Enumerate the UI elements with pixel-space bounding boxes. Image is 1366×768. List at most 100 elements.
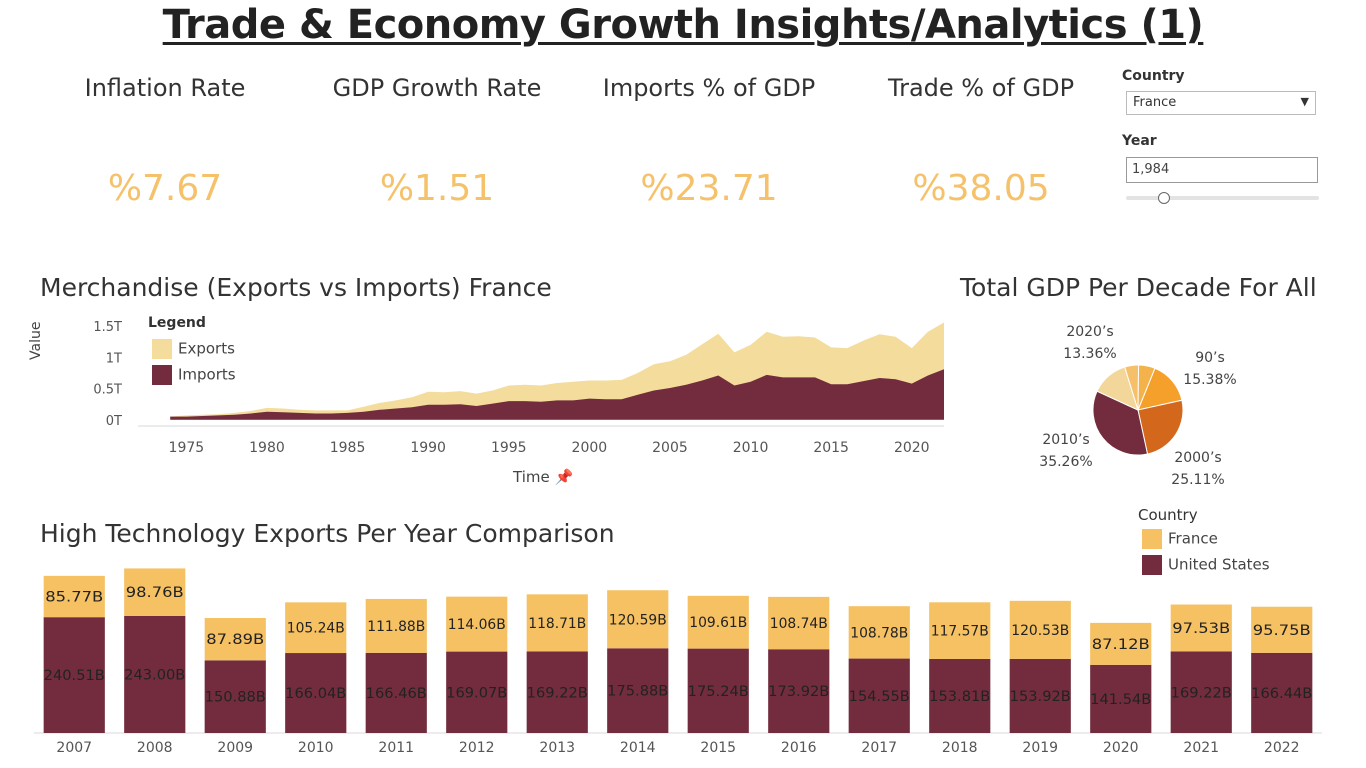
pie-chart-title: Total GDP Per Decade For All [960,273,1317,302]
chevron-down-icon[interactable]: ▼ [1300,95,1309,108]
year-input[interactable]: 1,984 [1126,157,1318,183]
kpi-label-inflation: Inflation Rate [84,74,246,102]
bar-label-france: 108.78B [850,625,908,641]
bar-france [848,606,910,659]
pie-slice-percent: 35.26% [1039,454,1092,470]
bar-x-tick: 2015 [700,740,736,756]
merch-x-tick: 2020 [894,440,930,456]
bar-x-tick: 2018 [942,740,978,756]
bar-label-france: 117.57B [931,624,989,640]
legend-item-united-states[interactable]: United States [1142,555,1270,575]
merch-x-tick: 2015 [813,440,849,456]
merch-legend-title: Legend [148,315,206,331]
country-filter-label: Country [1122,68,1185,84]
legend-item-france[interactable]: France [1142,529,1218,549]
bar-united-states [768,649,830,733]
bar-united-states [1170,651,1232,733]
bar-united-states [446,651,508,733]
united-states-swatch [1142,555,1162,575]
bar-x-tick: 2011 [378,740,414,756]
pie-slice-label: 2000’s [1174,450,1221,466]
exports-swatch [152,339,172,359]
merch-x-tick: 2005 [652,440,688,456]
bar-x-tick: 2021 [1183,740,1219,756]
bar-label-france: 95.75B [1253,623,1311,639]
bar-label-united-states: 166.46B [366,686,427,702]
bar-france [1009,600,1071,659]
bar-x-tick: 2013 [539,740,575,756]
bar-france [365,598,427,653]
bar-united-states [526,651,588,733]
bar-label-united-states: 175.88B [607,684,668,700]
bar-x-tick: 2019 [1022,740,1058,756]
kpi-label-gdp-growth: GDP Growth Rate [332,74,542,102]
bar-label-united-states: 169.22B [1171,685,1232,701]
bar-label-france: 111.88B [367,619,425,635]
bar-label-france: 108.74B [770,616,828,632]
bar-label-united-states: 169.07B [446,685,507,701]
bar-united-states [1251,652,1313,733]
merch-x-tick: 2000 [572,440,608,456]
legend-item-exports[interactable]: Exports [152,339,235,359]
bar-x-tick: 2020 [1103,740,1139,756]
pie-slice-percent: 13.36% [1063,346,1116,362]
bar-label-france: 114.06B [448,617,506,633]
bar-united-states [1009,658,1071,733]
kpi-label-imports: Imports % of GDP [602,74,816,102]
merch-y-tick: 1T [106,351,122,366]
bar-france [43,575,105,618]
bar-france [1251,606,1313,653]
bar-france [446,596,508,652]
bar-united-states [124,615,186,733]
pie-slice-percent: 25.11% [1171,472,1224,488]
bar-france [1090,622,1152,665]
france-swatch [1142,529,1162,549]
bar-france [526,594,588,652]
merch-x-tick: 1975 [169,440,205,456]
merch-x-tick: 2010 [733,440,769,456]
year-filter-label: Year [1122,133,1157,149]
bar-x-tick: 2009 [217,740,253,756]
pie-slice-label: 2020’s [1066,324,1113,340]
merch-x-tick: 1980 [249,440,285,456]
bar-label-united-states: 153.92B [1010,689,1071,705]
bar-label-france: 98.76B [126,585,184,601]
bar-label-united-states: 173.92B [768,684,829,700]
year-slider-track[interactable] [1126,196,1319,200]
merch-x-tick: 1990 [410,440,446,456]
legend-exports-label: Exports [178,339,235,358]
bar-label-united-states: 154.55B [849,689,910,705]
kpi-label-trade: Trade % of GDP [887,74,1075,102]
bar-chart-title: High Technology Exports Per Year Compari… [40,519,615,548]
bar-label-france: 87.12B [1092,637,1150,653]
bar-label-france: 109.61B [689,615,747,631]
bar-label-united-states: 153.81B [929,689,990,705]
year-slider-handle[interactable] [1158,192,1170,204]
legend-item-imports[interactable]: Imports [152,365,236,385]
bar-united-states [285,653,347,733]
kpi-value-trade: %38.05 [912,168,1050,209]
bar-united-states [365,652,427,733]
bar-x-tick: 2017 [861,740,897,756]
bar-france [1170,604,1232,652]
merch-chart-title: Merchandise (Exports vs Imports) France [40,273,552,302]
bar-label-united-states: 166.44B [1251,686,1312,702]
pie-slice-percent: 15.38% [1183,372,1236,388]
bar-label-united-states: 169.22B [527,685,588,701]
bar-label-united-states: 150.88B [205,690,266,706]
imports-area [170,369,944,420]
country-select[interactable]: France ▼ [1126,91,1316,115]
legend-imports-label: Imports [178,365,236,384]
page-title: Trade & Economy Growth Insights/Analytic… [162,2,1204,48]
bar-label-france: 85.77B [45,590,103,606]
bar-united-states [607,648,669,733]
kpi-value-imports: %23.71 [640,168,778,209]
bar-x-tick: 2010 [298,740,334,756]
pin-icon[interactable]: 📌 [554,468,574,486]
bar-united-states [43,617,105,733]
merch-y-tick: 1.5T [93,320,122,335]
merch-x-tick: 1985 [330,440,366,456]
bar-france [929,602,991,659]
